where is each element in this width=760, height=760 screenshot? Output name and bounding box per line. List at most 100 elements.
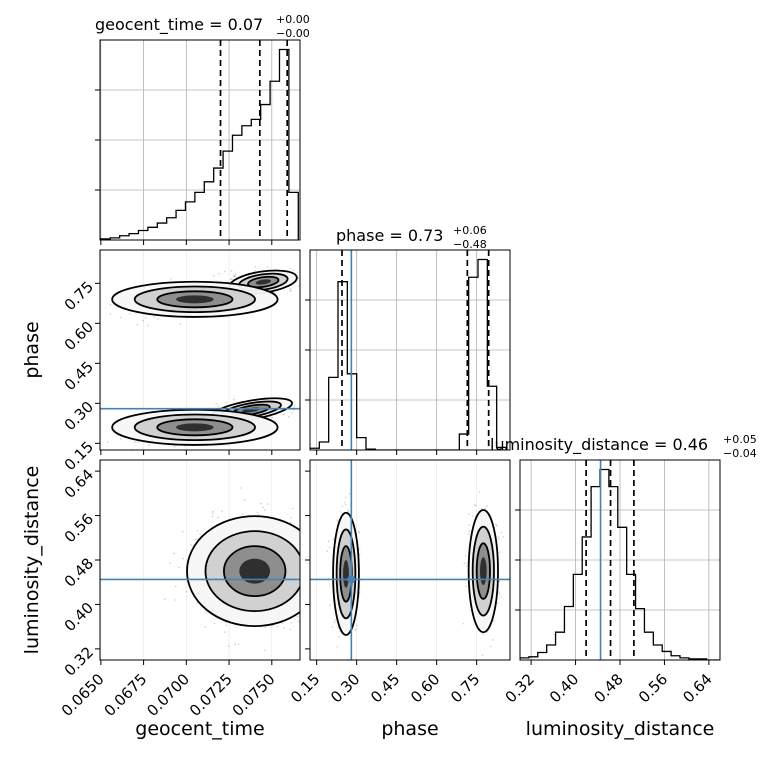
scatter-point <box>142 319 144 322</box>
scatter-point <box>233 275 236 278</box>
scatter-point <box>233 275 236 278</box>
ylabel-phase: phase <box>21 321 43 378</box>
scatter-point <box>312 553 314 555</box>
scatter-point <box>468 513 471 516</box>
density-level <box>176 423 214 432</box>
scatter-point <box>307 564 309 566</box>
scatter-point <box>497 536 499 538</box>
scatter-point <box>308 555 310 557</box>
scatter-point <box>468 524 471 526</box>
contour <box>475 542 491 600</box>
density-level <box>343 560 349 588</box>
title-sup: +0.05 <box>723 433 757 446</box>
scatter-point <box>213 622 216 625</box>
scatter-point <box>204 626 207 629</box>
scatter-point <box>311 558 313 560</box>
scatter-point <box>500 531 503 534</box>
scatter-point <box>343 501 346 504</box>
scatter-point <box>357 530 360 533</box>
scatter-point <box>196 529 199 532</box>
scatter-point <box>204 611 207 614</box>
scatter-point <box>237 643 240 646</box>
scatter-point <box>304 543 306 545</box>
scatter-point <box>462 622 465 625</box>
contour <box>204 530 300 612</box>
scatter-point <box>328 546 331 549</box>
contour <box>335 528 357 620</box>
scatter-point <box>178 566 180 569</box>
tick-label-luminosity_distance: 0.40 <box>546 670 582 706</box>
scatter-point <box>276 625 279 628</box>
scatter-point <box>287 415 290 418</box>
tick-label-luminosity_distance: 0.56 <box>61 510 97 546</box>
scatter-point <box>182 557 184 560</box>
scatter-point <box>151 454 153 456</box>
scatter-point <box>224 270 226 273</box>
scatter-point <box>154 451 156 453</box>
contour <box>111 280 279 318</box>
scatter-point <box>475 504 477 507</box>
scatter-point <box>297 284 300 287</box>
title-sub: −0.48 <box>453 238 487 251</box>
tick-label-geocent_time: 0.0650 <box>58 670 108 720</box>
scatter-point <box>217 516 220 519</box>
scatter-point <box>344 496 347 499</box>
tick-label-luminosity_distance: 0.48 <box>61 554 97 590</box>
scatter-point <box>495 524 498 527</box>
scatter-point <box>356 624 359 627</box>
scatter-point <box>463 562 466 565</box>
scatter-point <box>113 452 115 454</box>
scatter-point <box>306 549 308 551</box>
ylabel-luminosity_distance: luminosity_distance <box>21 466 43 655</box>
scatter-point <box>305 565 307 567</box>
scatter-point <box>148 444 151 446</box>
scatter-point <box>311 549 313 551</box>
contour <box>332 511 360 636</box>
tick-label-luminosity_distance: 0.56 <box>635 670 671 706</box>
scatter-point <box>289 287 292 290</box>
scatter-point <box>289 521 292 524</box>
scatter-point <box>199 532 201 535</box>
scatter-point <box>486 505 489 507</box>
scatter-point <box>302 565 304 567</box>
scatter-point <box>283 626 286 629</box>
scatter-point <box>301 566 303 568</box>
scatter-point <box>304 600 306 602</box>
tick-label-phase: 0.45 <box>367 670 403 706</box>
scatter-point <box>348 492 351 495</box>
xlabel-phase: phase <box>381 718 438 740</box>
scatter-point <box>234 273 237 276</box>
scatter-point <box>339 510 342 513</box>
scatter-point <box>106 441 109 444</box>
scatter-point <box>319 597 321 599</box>
tick-label-phase: 0.30 <box>327 670 363 706</box>
scatter-point <box>358 553 361 556</box>
contour <box>111 408 279 446</box>
scatter-point <box>289 289 291 292</box>
panel-luminosity_distance-vs-geocent_time <box>100 460 321 660</box>
scatter-point <box>232 398 235 401</box>
contour <box>156 290 234 309</box>
scatter-point <box>289 267 292 270</box>
scatter-point <box>310 590 312 592</box>
scatter-point <box>153 316 155 319</box>
contour <box>247 275 280 289</box>
scatter-point <box>354 628 357 631</box>
scatter-point <box>347 510 350 513</box>
scatter-point <box>306 615 308 617</box>
scatter-point <box>223 631 226 633</box>
scatter-point <box>329 604 331 606</box>
scatter-point <box>495 523 497 526</box>
tick-label-luminosity_distance: 0.64 <box>679 670 715 706</box>
scatter-point <box>174 585 177 588</box>
tick-label-geocent_time: 0.0675 <box>101 670 151 720</box>
scatter-point <box>315 556 317 558</box>
scatter-point <box>302 566 304 568</box>
scatter-point <box>347 509 350 512</box>
scatter-point <box>254 265 257 268</box>
scatter-point <box>228 645 230 648</box>
tick-label-phase: 0.30 <box>61 398 97 434</box>
scatter-point <box>230 270 233 272</box>
